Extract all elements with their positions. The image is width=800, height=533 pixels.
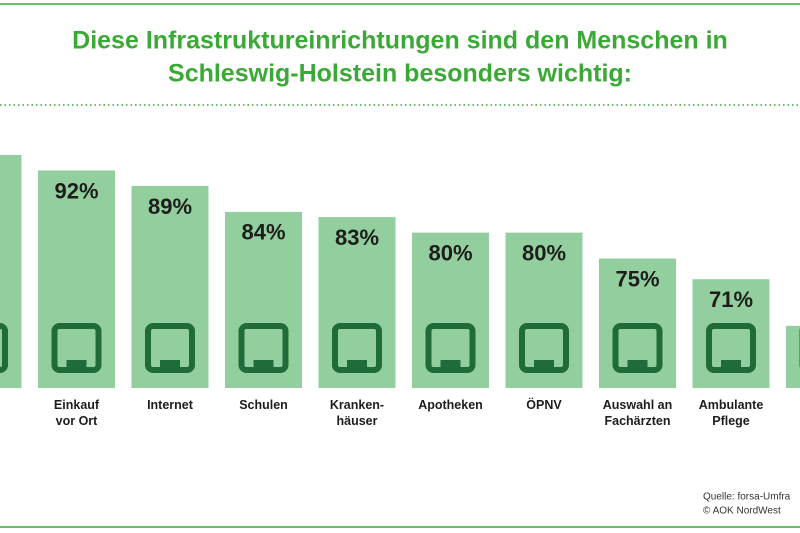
value-label: 92%	[54, 178, 98, 203]
icon	[66, 360, 87, 370]
x-tick-line: Ambulante	[699, 398, 764, 412]
icon	[440, 360, 461, 370]
x-tick-line: Pflege	[712, 414, 750, 428]
x-tick-line: Fachärzten	[605, 414, 671, 428]
icon	[534, 360, 554, 370]
chart-title: Diese Infrastruktureinrichtungen sind de…	[72, 27, 728, 55]
value-label: 80%	[428, 240, 472, 265]
x-tick-line: häuser	[337, 414, 378, 428]
x-tick-label: Apotheken	[418, 398, 483, 412]
value-label: 80%	[522, 240, 566, 265]
x-tick-line: Apotheken	[418, 398, 483, 412]
x-tick-label: Kranken-häuser	[330, 398, 384, 428]
value-label: 89%	[148, 194, 192, 219]
x-tick-line: Kranken-	[330, 398, 384, 412]
source: Quelle: forsa-Umfra	[703, 492, 791, 503]
chart-title: Schleswig-Holstein besonders wichtig:	[168, 60, 632, 88]
x-tick-label: Ambulante Pflege	[699, 398, 764, 428]
x-tick-line: Auswahl an	[603, 398, 672, 412]
value-label: 84%	[241, 220, 285, 245]
icon	[347, 360, 367, 370]
x-tick-label: Schulen	[239, 398, 288, 412]
bar	[786, 325, 800, 388]
x-tick-line: Schulen	[239, 398, 288, 412]
x-tick-label: ÖPNV	[526, 397, 562, 412]
x-tick-label: Internet	[147, 398, 194, 412]
icon	[721, 360, 741, 370]
value-label: 75%	[615, 266, 659, 291]
x-tick-line: vor Ort	[56, 414, 99, 428]
icon	[253, 360, 274, 370]
icon	[160, 360, 180, 370]
x-tick-line: Einkauf	[54, 398, 100, 412]
icon	[0, 323, 8, 373]
value-label: 71%	[709, 287, 753, 312]
x-tick-line: Internet	[147, 398, 194, 412]
bar	[318, 217, 396, 388]
bar	[38, 170, 115, 388]
value-label: 83%	[335, 225, 379, 250]
bar	[225, 211, 302, 388]
bar	[131, 185, 209, 388]
x-tick-line: ÖPNV	[526, 397, 562, 412]
icon	[627, 360, 648, 370]
source: © AOK NordWest	[703, 506, 781, 517]
x-tick-label: Auswahl an Fachärzten	[603, 398, 672, 428]
x-tick-label: Einkauf vor Ort	[54, 398, 100, 428]
